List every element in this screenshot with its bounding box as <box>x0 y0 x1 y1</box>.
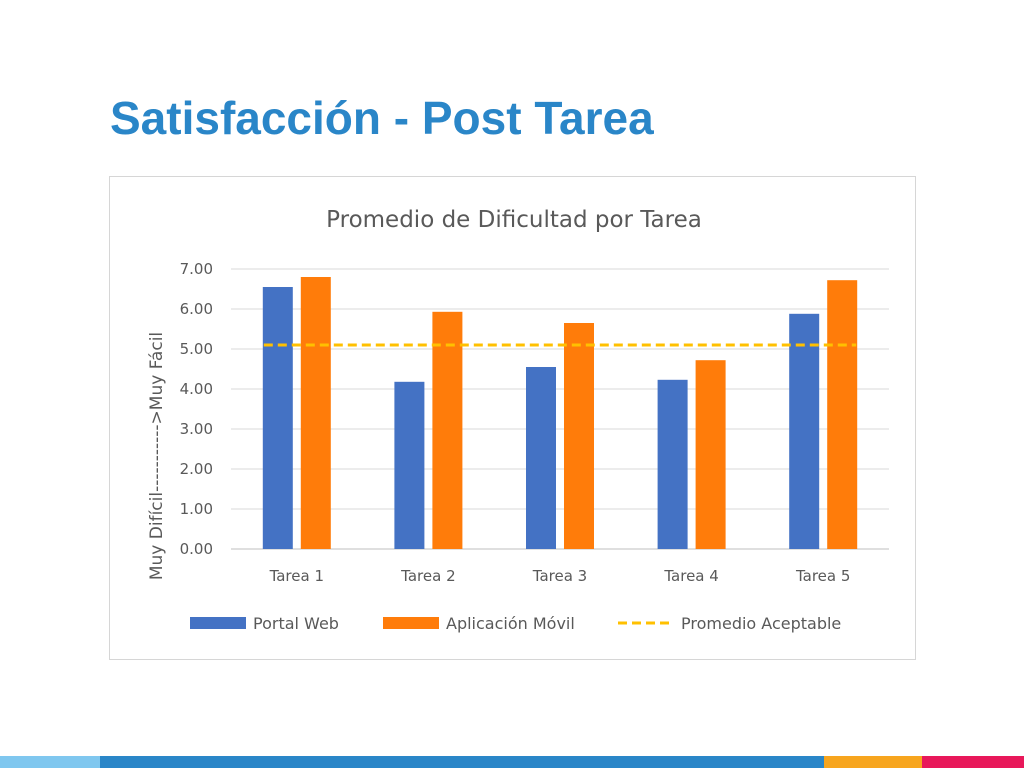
legend-label: Aplicación Móvil <box>446 614 575 633</box>
legend-label: Promedio Aceptable <box>681 614 841 633</box>
y-tick-label: 2.00 <box>180 460 213 478</box>
bar <box>827 280 858 549</box>
bar <box>564 323 594 549</box>
chart-frame: Promedio de Dificultad por Tarea 0.00 1.0… <box>109 176 916 660</box>
y-tick-label: 6.00 <box>180 300 213 318</box>
x-tick-label: Tarea 5 <box>795 567 850 585</box>
bar <box>262 287 293 549</box>
bar <box>657 379 688 549</box>
x-tick-label: Tarea 1 <box>269 567 324 585</box>
bar <box>526 367 556 549</box>
legend-label: Portal Web <box>253 614 339 633</box>
bars <box>262 277 858 549</box>
gridlines <box>231 268 889 550</box>
y-tick-label: 7.00 <box>180 260 213 278</box>
footer-stripe-segment <box>0 756 100 768</box>
y-tick-label: 3.00 <box>180 420 213 438</box>
footer-stripe-segment <box>922 756 1024 768</box>
bar <box>300 277 331 549</box>
bar <box>432 311 463 549</box>
chart-title: Promedio de Dificultad por Tarea <box>326 207 702 233</box>
x-tick-label: Tarea 3 <box>532 567 587 585</box>
y-tick-labels: 0.00 1.00 2.00 3.00 4.00 5.00 6.00 7.00 <box>180 260 213 558</box>
bar <box>394 381 425 549</box>
x-tick-labels: Tarea 1 Tarea 2 Tarea 3 Tarea 4 Tarea 5 <box>269 567 851 585</box>
bar <box>789 313 820 549</box>
y-tick-label: 5.00 <box>180 340 213 358</box>
bar <box>695 360 726 549</box>
legend-swatch <box>190 617 246 629</box>
footer-stripe-segment <box>824 756 922 768</box>
x-tick-label: Tarea 2 <box>400 567 455 585</box>
footer-stripe-segment <box>100 756 824 768</box>
y-tick-label: 0.00 <box>180 540 213 558</box>
y-axis-label: Muy Difícil----------->Muy Fácil <box>147 332 167 580</box>
legend: Portal Web Aplicación Móvil Promedio Acept… <box>190 614 841 633</box>
y-tick-label: 4.00 <box>180 380 213 398</box>
y-tick-label: 1.00 <box>180 500 213 518</box>
chart-svg: Promedio de Dificultad por Tarea 0.00 1.0… <box>147 207 889 633</box>
legend-swatch <box>383 617 439 629</box>
slide-title: Satisfacción - Post Tarea <box>110 92 654 144</box>
x-tick-label: Tarea 4 <box>663 567 718 585</box>
